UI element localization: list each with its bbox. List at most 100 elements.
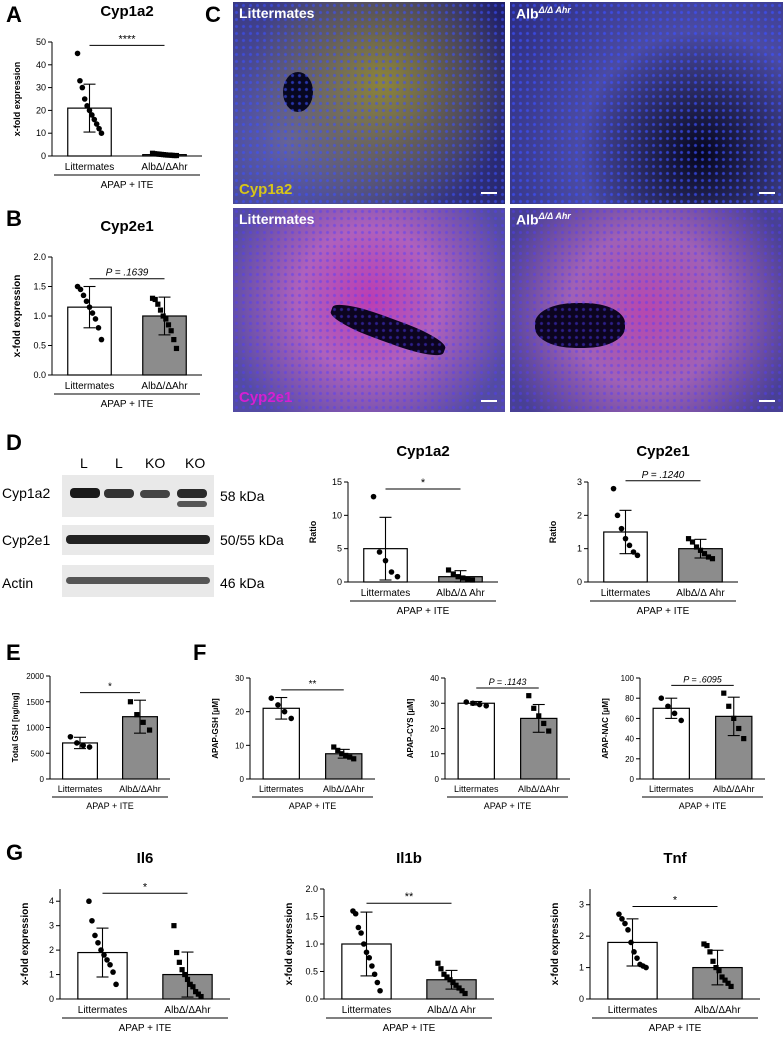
data-point	[89, 917, 95, 924]
y-tick-label: 1	[49, 970, 54, 980]
data-point	[107, 961, 113, 968]
data-point	[157, 307, 164, 313]
data-point	[281, 708, 288, 715]
data-point	[140, 719, 146, 725]
significance-label: P = .6095	[683, 674, 722, 684]
data-point	[155, 301, 161, 307]
data-point	[689, 539, 696, 545]
data-point	[86, 744, 93, 750]
data-point	[614, 512, 621, 519]
data-point	[625, 927, 631, 933]
data-point	[536, 713, 542, 719]
data-point	[453, 982, 459, 988]
data-point	[91, 116, 98, 123]
data-point	[182, 971, 188, 978]
data-point	[541, 720, 547, 727]
group-label: APAP + ITE	[679, 801, 726, 811]
x-tick-label: Littermates	[259, 784, 304, 794]
data-point	[643, 964, 649, 971]
chart-title: Cyp1a2	[100, 3, 153, 20]
blot-strip-cyp2e1	[62, 525, 214, 555]
data-point	[369, 963, 375, 969]
data-point	[74, 740, 80, 746]
chart-f-apap-gsh: 0 10 20 30 APAP-GSH [µM] Littermates AlbΔ/ΔAhr…	[211, 674, 375, 811]
group-label: APAP + ITE	[383, 1023, 436, 1034]
y-tick-label: 1	[577, 544, 582, 554]
x-tick-label: AlbΔ/Δ Ahr	[676, 588, 725, 599]
y-tick-label: 100	[621, 674, 635, 683]
data-point	[86, 107, 93, 114]
y-tick-label: 4	[49, 896, 54, 906]
panel-letter-c: C	[205, 2, 221, 27]
data-point	[81, 96, 88, 102]
data-point	[352, 910, 359, 917]
data-point	[101, 952, 107, 958]
micrograph-ko-cyp2e1: AlbΔ/Δ Ahr	[510, 208, 783, 412]
data-point	[701, 941, 707, 947]
data-point	[546, 728, 552, 734]
chart-b-cyp2e1: Cyp2e1 0.0 0.5 1.0 1.5 2.0 x-fold expression Li…	[12, 218, 202, 410]
x-tick-label: Littermates	[58, 784, 103, 794]
blot-row-label-cyp1a2: Cyp1a2	[2, 485, 51, 501]
y-tick-label: 2000	[26, 672, 44, 681]
panel-letter-g: G	[6, 840, 24, 865]
y-tick-label: 0	[630, 775, 635, 784]
x-tick-label: Littermates	[608, 1005, 657, 1016]
data-point	[450, 979, 456, 986]
data-point	[441, 971, 447, 977]
data-point	[713, 964, 719, 971]
data-point	[445, 567, 452, 573]
y-tick-label: 10	[235, 741, 244, 750]
data-point	[701, 551, 708, 557]
y-tick-label: 15	[332, 477, 342, 487]
blot-band	[177, 501, 207, 507]
y-tick-label: 3	[579, 900, 584, 910]
y-tick-label: 30	[36, 83, 46, 93]
blot-band	[66, 535, 210, 544]
data-point	[716, 968, 722, 974]
western-blot: L L KO KO Cyp1a2 58 kDa Cyp2e1 50/55 kDa…	[0, 455, 300, 605]
blot-strip-actin	[62, 565, 214, 597]
micrograph-label: Littermates	[239, 211, 315, 227]
y-axis-label: x-fold expression	[284, 903, 295, 986]
chart-title: Cyp2e1	[100, 218, 153, 235]
y-tick-label: 0.5	[33, 341, 46, 351]
data-point	[288, 715, 295, 722]
significance-label: *	[673, 894, 678, 906]
y-axis-label: APAP-NAC [µM]	[601, 698, 610, 759]
x-tick-label: Littermates	[361, 588, 410, 599]
data-point	[388, 569, 395, 575]
y-tick-label: 50	[36, 37, 46, 47]
data-point	[89, 310, 96, 316]
data-point	[376, 549, 383, 555]
data-point	[366, 954, 373, 961]
y-tick-label: 20	[430, 725, 439, 734]
data-point	[179, 967, 185, 973]
chart-f-apap-nac: 0 20 40 60 80 100 APAP-NAC [µM] Littermates AlbΔ…	[601, 674, 765, 811]
y-tick-label: 40	[36, 60, 46, 70]
data-point	[483, 702, 490, 709]
stain-label-cyp2e1: Cyp2e1	[239, 389, 293, 406]
y-tick-label: 1	[579, 963, 584, 973]
data-point	[165, 322, 172, 328]
x-tick-label: Littermates	[649, 784, 694, 794]
y-tick-label: 1500	[26, 698, 44, 707]
data-point	[721, 690, 727, 696]
group-label: APAP + ITE	[119, 1023, 172, 1034]
blot-band	[177, 489, 207, 498]
data-point	[630, 549, 637, 555]
y-tick-label: 1.0	[33, 311, 46, 321]
data-point	[160, 313, 166, 319]
data-point	[84, 103, 90, 109]
data-point	[187, 981, 193, 987]
y-tick-label: 20	[235, 708, 244, 717]
panel-letter-b: B	[6, 206, 22, 231]
data-point	[127, 699, 134, 705]
data-point	[435, 960, 441, 966]
data-point	[628, 939, 634, 946]
data-point	[618, 525, 625, 532]
data-point	[95, 325, 102, 331]
group-label: APAP + ITE	[101, 180, 154, 191]
data-point	[610, 485, 617, 492]
significance-label: **	[309, 679, 317, 690]
